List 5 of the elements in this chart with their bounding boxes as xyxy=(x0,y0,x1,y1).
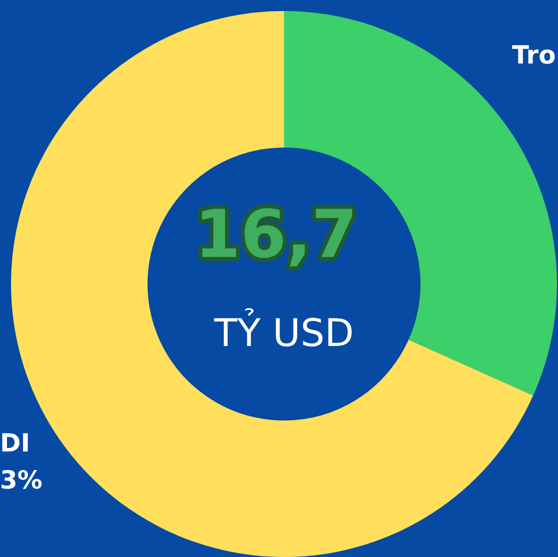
text: 16,7 xyxy=(194,196,358,274)
text: 3% xyxy=(0,466,42,494)
slice-label: Tro xyxy=(512,40,556,70)
text: TỶ USD xyxy=(213,308,354,355)
slice-label: DI xyxy=(0,428,30,458)
